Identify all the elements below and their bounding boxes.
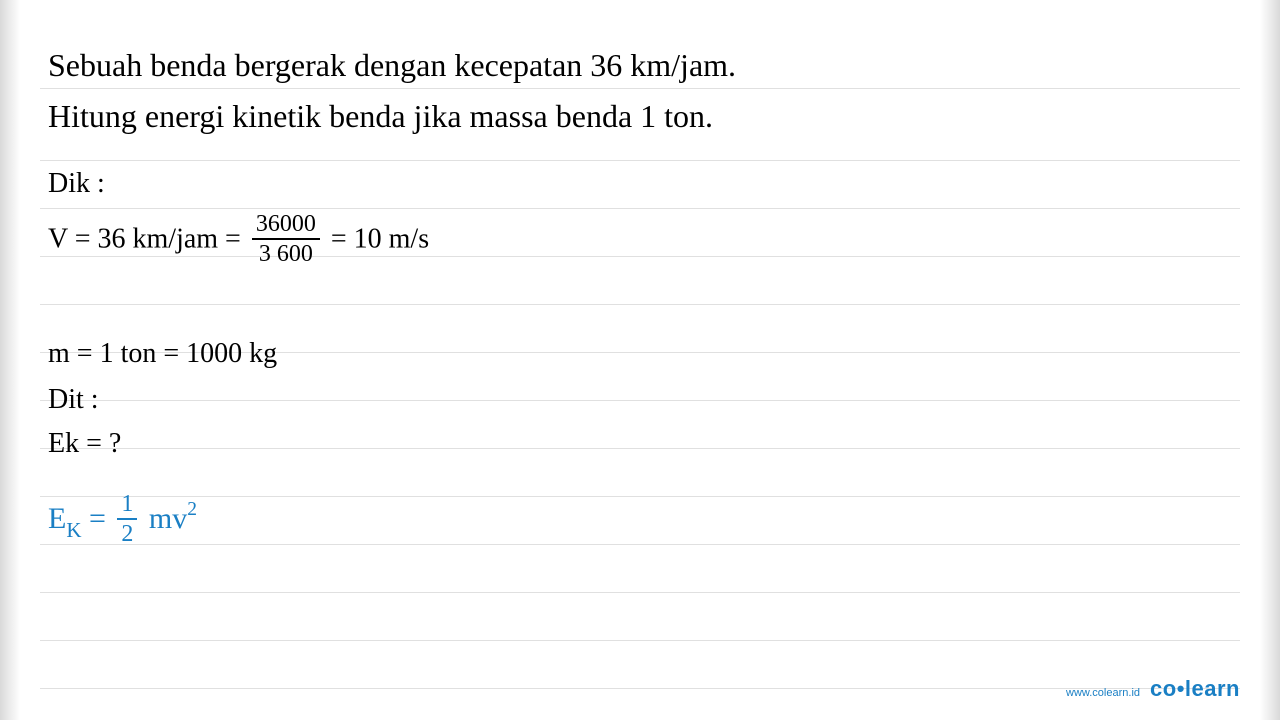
footer: www.colearn.id co•learn	[1066, 676, 1240, 702]
kinetic-energy-formula: EK = 1 2 mv2	[48, 494, 197, 548]
rule-line	[40, 496, 1240, 497]
question-text: Sebuah benda bergerak dengan kecepatan 3…	[48, 40, 1232, 142]
logo-co: co	[1150, 676, 1177, 701]
formula-m: m	[141, 502, 172, 535]
velocity-conversion: V = 36 km/jam = 36000 3 600 = 10 m/s	[48, 214, 429, 268]
formula-sub-k: K	[66, 518, 81, 542]
velocity-prefix: V = 36 km/jam =	[48, 223, 248, 254]
question-line-2: Hitung energi kinetik benda jika massa b…	[48, 91, 1232, 142]
footer-url: www.colearn.id	[1066, 687, 1140, 699]
formula-equals: =	[82, 502, 114, 535]
rule-line	[40, 160, 1240, 161]
formula-v: v	[172, 502, 187, 535]
rule-line	[40, 208, 1240, 209]
rule-line	[40, 448, 1240, 449]
formula-half-den: 2	[117, 520, 137, 546]
velocity-fraction: 36000 3 600	[252, 212, 320, 266]
rule-line	[40, 640, 1240, 641]
formula-half-num: 1	[117, 492, 137, 520]
page-shadow-left	[0, 0, 20, 720]
ek-question: Ek = ?	[48, 428, 121, 460]
rule-line	[40, 544, 1240, 545]
dit-label: Dit :	[48, 384, 99, 416]
mass-conversion: m = 1 ton = 1000 kg	[48, 338, 277, 370]
rule-line	[40, 592, 1240, 593]
velocity-suffix: = 10 m/s	[324, 223, 429, 254]
formula-exp-2: 2	[187, 499, 197, 520]
formula-E: E	[48, 502, 66, 535]
colearn-logo: co•learn	[1150, 676, 1240, 702]
logo-learn: learn	[1185, 676, 1240, 701]
question-line-1: Sebuah benda bergerak dengan kecepatan 3…	[48, 40, 1232, 91]
page-shadow-right	[1260, 0, 1280, 720]
formula-half-fraction: 1 2	[117, 492, 137, 546]
velocity-fraction-num: 36000	[252, 212, 320, 240]
worksheet-page: Sebuah benda bergerak dengan kecepatan 3…	[0, 0, 1280, 720]
velocity-fraction-den: 3 600	[255, 240, 317, 266]
logo-dot: •	[1177, 676, 1185, 701]
rule-line	[40, 400, 1240, 401]
rule-line	[40, 688, 1240, 689]
dik-label: Dik :	[48, 168, 105, 200]
rule-line	[40, 304, 1240, 305]
